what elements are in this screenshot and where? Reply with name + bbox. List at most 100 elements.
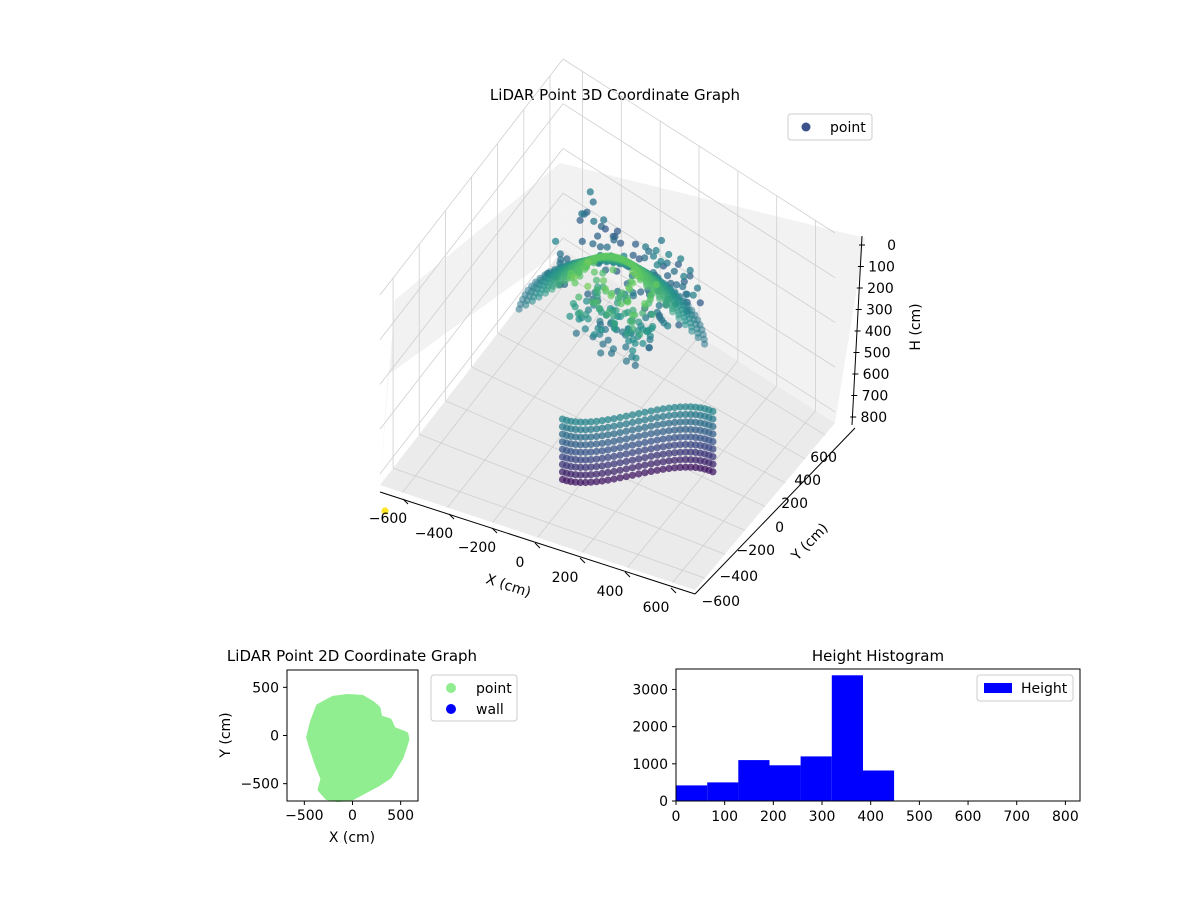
point-3d (576, 309, 584, 317)
point-3d (563, 255, 571, 263)
point-3d (593, 298, 601, 306)
grid-line-back-horizontal (562, 148, 836, 323)
point-3d (682, 418, 690, 426)
point-3d (649, 252, 658, 260)
point-3d (599, 277, 608, 285)
point-3d (653, 429, 661, 437)
point-3d (618, 289, 626, 297)
point-3d (598, 454, 606, 462)
point-3d (635, 318, 643, 326)
point-3d (656, 313, 664, 321)
point-3d (635, 455, 643, 463)
point-3d (598, 469, 606, 477)
point-3d (584, 282, 592, 290)
point-3d (561, 277, 569, 285)
point-3d (659, 420, 667, 428)
point-3d (629, 325, 637, 333)
point-3d (583, 297, 591, 305)
point-3d (582, 426, 590, 434)
legend-3d-marker-point (801, 122, 811, 132)
point-3d (665, 442, 673, 450)
chart-2d: LiDAR Point 2D Coordinate Graph −500−500… (218, 647, 518, 846)
point-3d (641, 461, 649, 469)
point-3d (598, 424, 606, 432)
point-3d (664, 272, 672, 280)
legend-hist-swatch (984, 683, 1012, 693)
histogram-x-tick-label: 200 (760, 809, 787, 825)
histogram-bars (676, 675, 895, 801)
point-3d (632, 354, 640, 362)
point-3d (676, 403, 684, 411)
x-tick-mark (448, 513, 455, 520)
point-3d (659, 465, 667, 473)
point-3d (635, 255, 643, 263)
point-3d (597, 326, 605, 334)
legend-histogram: Height (976, 674, 1074, 702)
histogram-title: Height Histogram (812, 647, 944, 665)
y-tick-label: −200 (737, 543, 775, 559)
points-3d (381, 188, 717, 515)
point-3d (599, 269, 607, 277)
point-3d (587, 456, 595, 464)
grid-line-y (471, 366, 766, 507)
point-3d (587, 425, 595, 433)
grid-line-y (523, 299, 806, 460)
point-3d (581, 266, 589, 274)
y-tick-label: 600 (810, 450, 837, 466)
point-3d (642, 243, 650, 251)
point-3d (607, 292, 615, 300)
point-3d (616, 444, 624, 452)
chart-2d-title: LiDAR Point 2D Coordinate Graph (227, 647, 477, 665)
point-3d (659, 443, 667, 451)
point-3d (584, 290, 592, 298)
pane-left (380, 163, 563, 485)
grid-line-x (672, 410, 816, 583)
point-3d (548, 285, 556, 293)
point-3d (665, 457, 673, 465)
point-3d (381, 507, 389, 515)
point-3d (647, 422, 655, 430)
point-3d (653, 406, 661, 414)
point-3d (625, 283, 633, 292)
histogram-x-tick-label: 0 (672, 809, 681, 825)
histogram-bar (738, 760, 770, 801)
point-3d (587, 440, 595, 449)
point-3d (592, 478, 601, 486)
point-3d (671, 449, 679, 457)
point-3d (582, 311, 590, 319)
point-3d (599, 340, 607, 348)
point-3d (593, 286, 601, 294)
x-tick-label: −200 (458, 540, 496, 556)
point-3d (628, 433, 637, 442)
point-3d (600, 216, 608, 224)
point-3d (622, 457, 630, 466)
point-3d (590, 331, 598, 339)
point-3d (693, 284, 702, 292)
point-3d (641, 446, 649, 454)
x-tick-mark (624, 571, 631, 578)
point-3d (582, 418, 590, 426)
point-3d (656, 295, 664, 303)
point-3d (682, 403, 690, 411)
point-3d (604, 416, 612, 424)
point-3d (558, 415, 567, 423)
point-3d (694, 334, 702, 342)
point-3d (671, 434, 679, 442)
point-3d (665, 464, 673, 473)
legend-2d: point wall (430, 674, 518, 722)
x-tick-mark (670, 587, 677, 594)
histogram-bar (676, 785, 708, 801)
point-3d (610, 422, 618, 430)
histogram-x-tick-label: 800 (1052, 809, 1079, 825)
point-3d (641, 454, 649, 462)
x-tick-label: 600 (643, 600, 670, 616)
point-3d (578, 210, 586, 218)
point-3d (610, 467, 618, 476)
point-3d (671, 426, 679, 434)
histogram-x-tick-label: 400 (857, 809, 884, 825)
point-3d (610, 236, 618, 244)
point-3d (672, 281, 681, 289)
point-3d (594, 232, 602, 240)
grid-line-left-horizontal (379, 192, 564, 430)
point-3d (558, 423, 567, 431)
